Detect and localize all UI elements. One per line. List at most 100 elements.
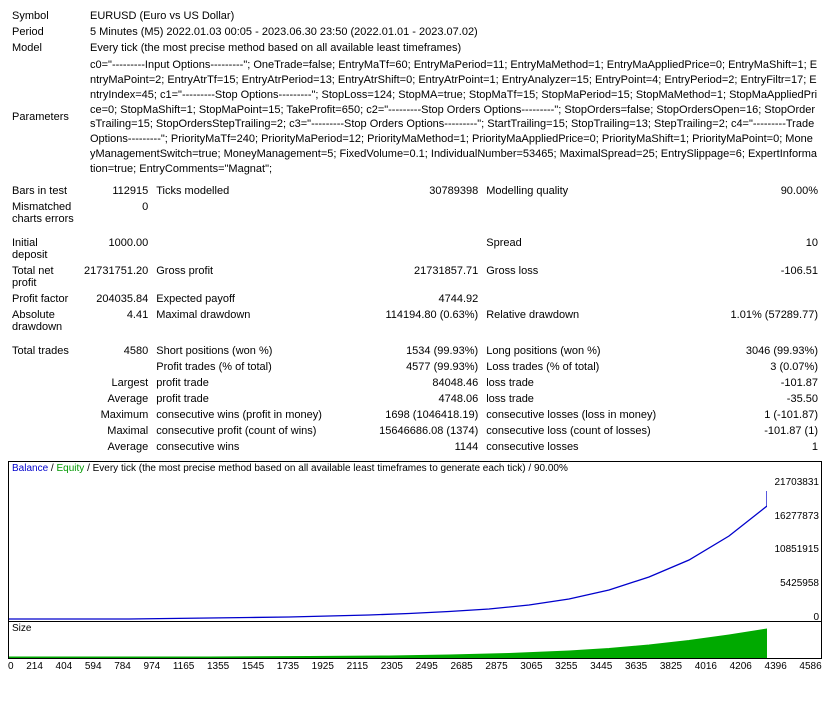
average-label-2: Average	[80, 439, 152, 455]
bars-value: 112915	[80, 183, 152, 199]
x-tick: 1735	[277, 661, 299, 672]
alt-value: -35.50	[682, 391, 822, 407]
size-area: Size	[9, 621, 821, 658]
strategy-report: Symbol EURUSD (Euro vs US Dollar) Period…	[8, 8, 822, 672]
model-value: Every tick (the most precise method base…	[86, 40, 822, 56]
period-label: Period	[8, 24, 86, 40]
period-value: 5 Minutes (M5) 2022.01.03 00:05 - 2023.0…	[86, 24, 822, 40]
y-tick: 21703831	[775, 478, 820, 488]
x-tick: 3255	[555, 661, 577, 672]
clc-value: -101.87 (1)	[682, 423, 822, 439]
ticks-value: 30789398	[352, 183, 482, 199]
x-tick: 1165	[173, 661, 195, 672]
gl-label: Gross loss	[482, 263, 682, 291]
x-tick: 4016	[695, 661, 717, 672]
acw-label: consecutive wins	[152, 439, 352, 455]
balance-curve	[9, 476, 767, 621]
cp-value: 15646686.08 (1374)	[352, 423, 482, 439]
spread-label: Spread	[482, 235, 682, 263]
dep-label: Initial deposit	[8, 235, 80, 263]
acl-label: consecutive losses	[482, 439, 682, 455]
params-value: c0="---------Input Options---------"; On…	[86, 56, 822, 179]
x-tick: 4206	[730, 661, 752, 672]
x-tick: 594	[85, 661, 102, 672]
x-tick: 1545	[242, 661, 264, 672]
mq-value: 90.00%	[682, 183, 822, 199]
lpt-value: 84048.46	[352, 375, 482, 391]
symbol-value: EURUSD (Euro vs US Dollar)	[86, 8, 822, 24]
cl-label: consecutive losses (loss in money)	[482, 407, 682, 423]
gp-label: Gross profit	[152, 263, 352, 291]
x-tick: 2115	[347, 661, 369, 672]
x-tick: 3635	[625, 661, 647, 672]
clc-label: consecutive loss (count of losses)	[482, 423, 682, 439]
lt-label: Loss trades (% of total)	[482, 359, 682, 375]
x-tick: 3825	[660, 661, 682, 672]
y-tick: 5425958	[775, 579, 820, 589]
dep-value: 1000.00	[80, 235, 152, 263]
x-tick: 2685	[451, 661, 473, 672]
cw-value: 1698 (1046418.19)	[352, 407, 482, 423]
equity-area: 21703831162778731085191554259580	[9, 476, 821, 621]
y-tick: 10851915	[775, 545, 820, 555]
x-tick: 2305	[381, 661, 403, 672]
gp-value: 21731857.71	[352, 263, 482, 291]
ep-label: Expected payoff	[152, 291, 352, 307]
llt-label: loss trade	[482, 375, 682, 391]
lp-value: 3046 (99.93%)	[682, 343, 822, 359]
x-tick: 3065	[520, 661, 542, 672]
mq-label: Modelling quality	[482, 183, 682, 199]
sp-value: 1534 (99.93%)	[352, 343, 482, 359]
balance-word: Balance	[12, 463, 48, 474]
x-tick: 4586	[799, 661, 821, 672]
bars-label: Bars in test	[8, 183, 80, 199]
chart-header-rest: / Every tick (the most precise method ba…	[87, 463, 568, 474]
symbol-label: Symbol	[8, 8, 86, 24]
pt-label: Profit trades (% of total)	[152, 359, 352, 375]
net-value: 21731751.20	[80, 263, 152, 291]
acl-value: 1	[682, 439, 822, 455]
lpt-label: profit trade	[152, 375, 352, 391]
md-value: 114194.80 (0.63%)	[352, 307, 482, 335]
cp-label: consecutive profit (count of wins)	[152, 423, 352, 439]
apt-label: profit trade	[152, 391, 352, 407]
llt-value: -101.87	[682, 375, 822, 391]
ticks-label: Ticks modelled	[152, 183, 352, 199]
pt-value: 4577 (99.93%)	[352, 359, 482, 375]
largest-label: Largest	[80, 375, 152, 391]
lt-value: 3 (0.07%)	[682, 359, 822, 375]
lp-label: Long positions (won %)	[482, 343, 682, 359]
x-tick: 1355	[207, 661, 229, 672]
average-label: Average	[80, 391, 152, 407]
params-label: Parameters	[8, 56, 86, 179]
x-tick: 214	[26, 661, 43, 672]
x-tick: 2875	[485, 661, 507, 672]
pf-label: Profit factor	[8, 291, 80, 307]
size-curve	[9, 624, 767, 658]
alt-label: loss trade	[482, 391, 682, 407]
chart-header: Balance / Equity / Every tick (the most …	[9, 462, 821, 476]
ad-value: 4.41	[80, 307, 152, 335]
x-axis-labels: 0214404594784974116513551545173519252115…	[8, 659, 822, 672]
maximum-label: Maximum	[80, 407, 152, 423]
pf-value: 204035.84	[80, 291, 152, 307]
y-tick: 16277873	[775, 512, 820, 522]
equity-word: Equity	[56, 463, 84, 474]
equity-chart: Balance / Equity / Every tick (the most …	[8, 461, 822, 659]
sp-label: Short positions (won %)	[152, 343, 352, 359]
ad-label: Absolute drawdown	[8, 307, 80, 335]
rd-value: 1.01% (57289.77)	[682, 307, 822, 335]
stats-table: Bars in test 112915 Ticks modelled 30789…	[8, 183, 822, 455]
rd-label: Relative drawdown	[482, 307, 682, 335]
md-label: Maximal drawdown	[152, 307, 352, 335]
x-tick: 3445	[590, 661, 612, 672]
x-tick: 0	[8, 661, 14, 672]
mis-value: 0	[80, 199, 152, 227]
model-label: Model	[8, 40, 86, 56]
gl-value: -106.51	[682, 263, 822, 291]
x-tick: 2495	[416, 661, 438, 672]
mis-label: Mismatched charts errors	[8, 199, 80, 227]
x-tick: 4396	[765, 661, 787, 672]
y-axis-labels: 21703831162778731085191554259580	[775, 476, 820, 625]
header-table: Symbol EURUSD (Euro vs US Dollar) Period…	[8, 8, 822, 179]
